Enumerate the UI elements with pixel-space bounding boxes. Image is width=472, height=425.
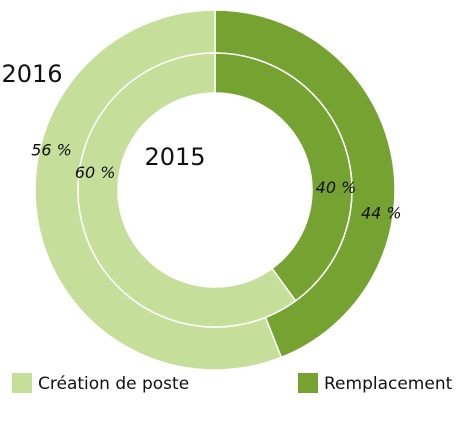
data-label: 40 % xyxy=(316,178,357,197)
ring-label: 2016 xyxy=(1,60,62,88)
legend-swatch xyxy=(298,373,318,393)
ring-label: 2015 xyxy=(144,143,205,171)
data-label: 56 % xyxy=(31,141,72,160)
data-label: 44 % xyxy=(361,203,402,222)
legend-label: Remplacement xyxy=(324,374,453,394)
legend-swatch xyxy=(12,373,32,393)
legend-label: Création de poste xyxy=(38,374,189,394)
donut-segment xyxy=(214,52,353,302)
donut-segment xyxy=(77,52,297,328)
data-label: 60 % xyxy=(75,163,116,182)
